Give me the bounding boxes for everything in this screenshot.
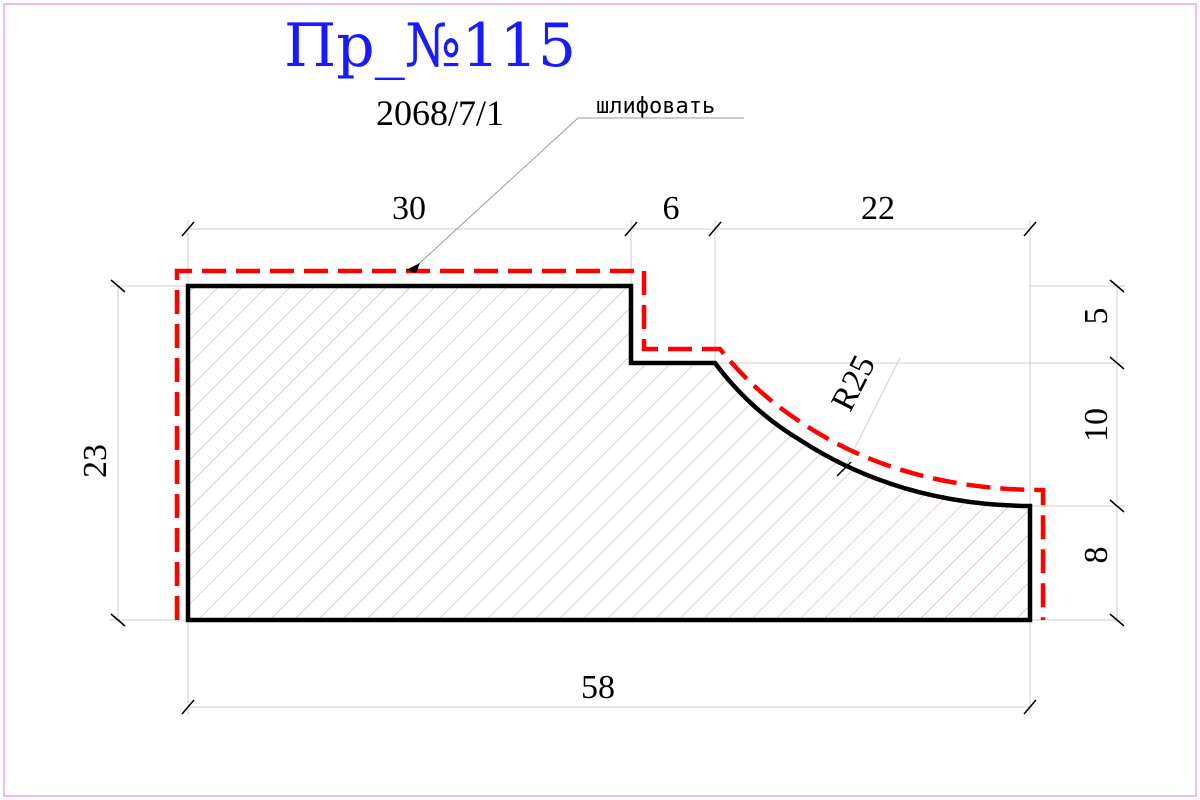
dim-right-mid: 10 (1078, 408, 1115, 442)
grind-note: шлифовать (596, 94, 715, 119)
profile-outline (185, 283, 1033, 623)
page-frame (3, 3, 1197, 797)
dim-top-right: 22 (861, 190, 895, 227)
leader-arrow-icon (406, 263, 420, 273)
dim-right-bottom: 8 (1078, 547, 1115, 564)
dim-overall-width: 58 (581, 669, 615, 706)
dim-right-top: 5 (1078, 308, 1115, 325)
profile-hatch (188, 286, 1030, 620)
dim-top-left: 30 (392, 190, 426, 227)
grind-line (174, 268, 1046, 620)
dim-top-step: 6 (663, 190, 680, 227)
note-leader (410, 117, 744, 272)
drawing-code: 2068/7/1 (376, 93, 504, 133)
dim-overall-height: 23 (77, 444, 114, 478)
dim-radius: R25 (824, 350, 883, 417)
drawing-title: Пр_№115 (284, 11, 576, 81)
